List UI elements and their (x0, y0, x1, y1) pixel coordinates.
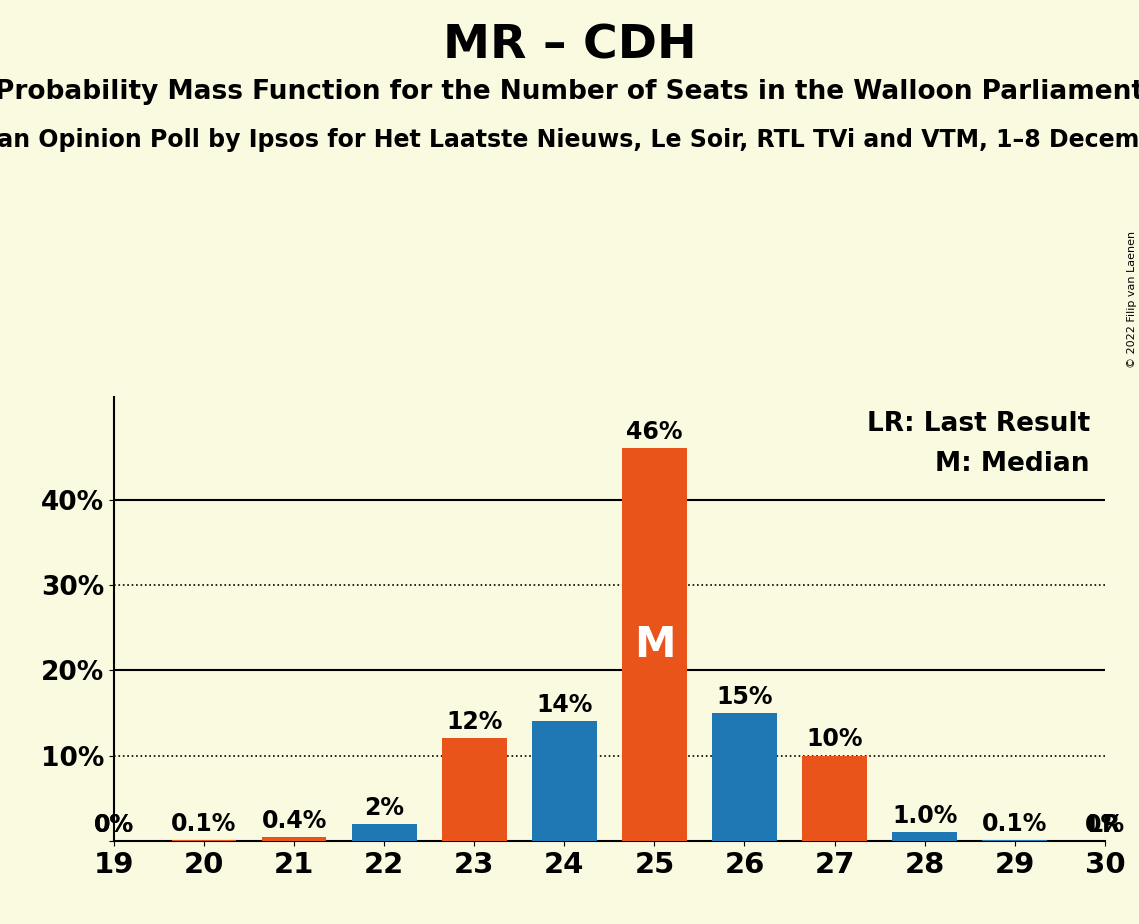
Text: 0%: 0% (93, 812, 134, 836)
Text: M: M (633, 624, 675, 665)
Text: LR: Last Result: LR: Last Result (867, 410, 1090, 437)
Text: 0%: 0% (1084, 812, 1125, 836)
Text: 15%: 15% (716, 685, 772, 709)
Text: on an Opinion Poll by Ipsos for Het Laatste Nieuws, Le Soir, RTL TVi and VTM, 1–: on an Opinion Poll by Ipsos for Het Laat… (0, 128, 1139, 152)
Text: 12%: 12% (446, 711, 502, 735)
Text: 0.1%: 0.1% (171, 811, 237, 835)
Text: MR – CDH: MR – CDH (443, 23, 696, 68)
Bar (442, 738, 507, 841)
Bar (892, 833, 957, 841)
Text: 0%: 0% (93, 812, 134, 836)
Text: 1.0%: 1.0% (892, 804, 958, 828)
Text: 10%: 10% (806, 727, 863, 751)
Bar (262, 837, 327, 841)
Bar (352, 824, 417, 841)
Text: 46%: 46% (626, 420, 682, 444)
Bar (712, 713, 777, 841)
Text: LR: LR (1088, 812, 1122, 836)
Text: 2%: 2% (364, 796, 404, 820)
Text: 14%: 14% (536, 693, 592, 717)
Text: 0.4%: 0.4% (261, 809, 327, 833)
Text: Probability Mass Function for the Number of Seats in the Walloon Parliament: Probability Mass Function for the Number… (0, 79, 1139, 104)
Bar (802, 756, 867, 841)
Bar (622, 448, 687, 841)
Bar (532, 722, 597, 841)
Text: © 2022 Filip van Laenen: © 2022 Filip van Laenen (1126, 231, 1137, 368)
Text: 0.1%: 0.1% (982, 811, 1048, 835)
Text: M: Median: M: Median (935, 451, 1090, 477)
